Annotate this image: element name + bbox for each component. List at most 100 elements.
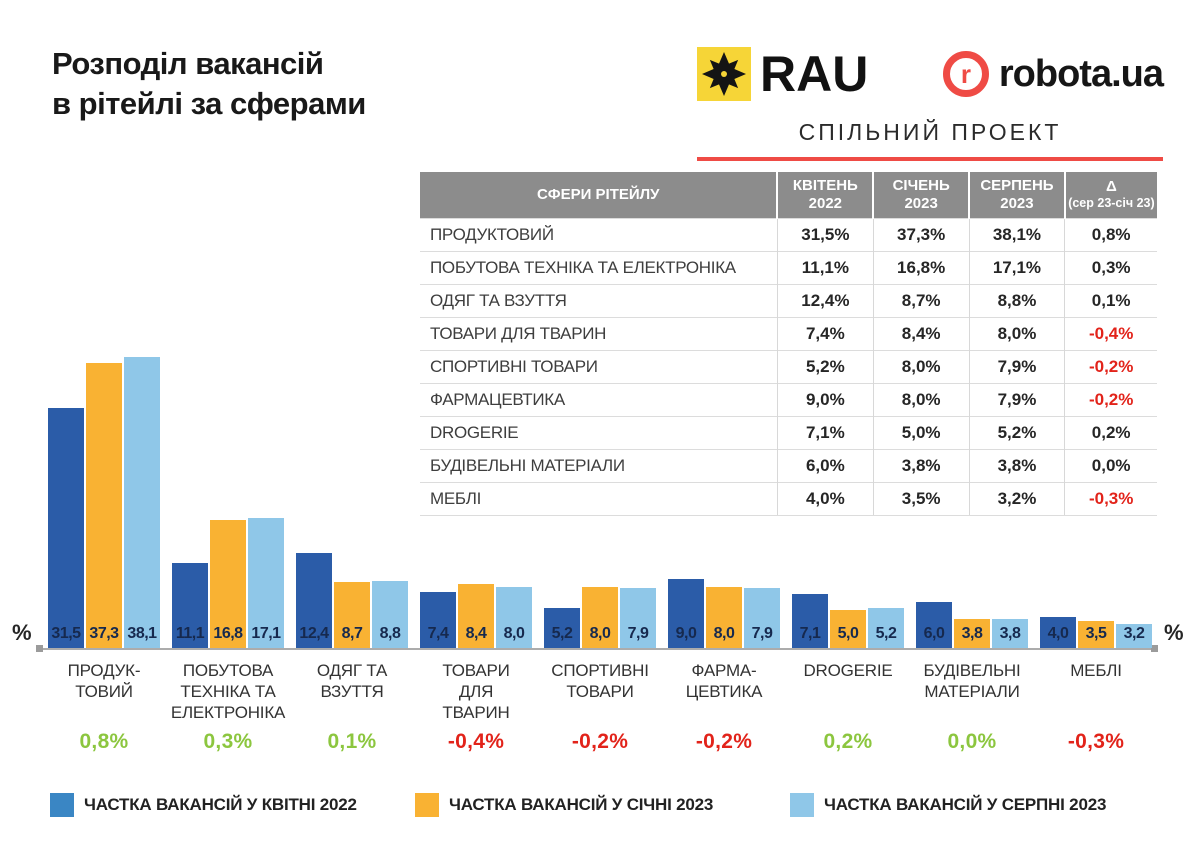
red-divider (697, 157, 1163, 161)
bar-value-label: 5,0 (837, 625, 859, 642)
value-cell: 17,1% (968, 250, 1065, 284)
bar-january-2023 (86, 363, 122, 648)
bar-april-2022 (296, 553, 332, 648)
category-delta-label: 0,8% (79, 730, 129, 753)
value-cell: 31,5% (776, 217, 874, 251)
value-cell: 3,5% (872, 481, 970, 516)
sector-name-cell: ПОБУТОВА ТЕХНІКА ТА ЕЛЕКТРОНІКА (420, 250, 778, 284)
value-cell: 9,0% (776, 382, 874, 416)
bar-april-2022 (1040, 617, 1076, 648)
table-row: СПОРТИВНІ ТОВАРИ 5,2% 8,0% 7,9% -0,2% (420, 349, 1157, 383)
sector-name-cell: БУДІВЕЛЬНІ МАТЕРІАЛИ (420, 448, 778, 482)
axis-end-cap (36, 645, 43, 652)
sector-name-cell: МЕБЛІ (420, 481, 778, 516)
bar-january-2023 (210, 520, 246, 648)
table-header-cell: СФЕРИ РІТЕЙЛУ (420, 172, 778, 218)
bar-value-label: 37,3 (89, 625, 119, 642)
bar-value-label: 7,4 (427, 625, 449, 642)
bar-january-2023 (830, 610, 866, 648)
table-row: ФАРМАЦЕВТИКА 9,0% 8,0% 7,9% -0,2% (420, 382, 1157, 416)
joint-project-label: СПІЛЬНИЙ ПРОЕКТ (798, 119, 1062, 145)
bar-august-2023 (744, 588, 780, 648)
bar-august-2023 (992, 619, 1028, 648)
delta-cell: -0,2% (1064, 382, 1157, 416)
robota-r-icon: r (942, 51, 989, 97)
delta-cell: -0,3% (1064, 481, 1157, 516)
bar-value-label: 7,9 (751, 625, 773, 642)
axis-end-cap (1151, 645, 1158, 652)
page-title: Розподіл вакансій в рітейлі за сферами (52, 44, 366, 124)
value-cell: 37,3% (872, 217, 970, 251)
bar-value-label: 17,1 (251, 625, 281, 642)
table-header-cell: СЕРПЕНЬ 2023 (968, 172, 1065, 218)
category-label: ОДЯГ ТА ВЗУТТЯ (316, 661, 388, 701)
table-row: ТОВАРИ ДЛЯ ТВАРИН 7,4% 8,4% 8,0% -0,4% (420, 316, 1157, 350)
bar-august-2023 (496, 587, 532, 648)
sector-name-cell: СПОРТИВНІ ТОВАРИ (420, 349, 778, 383)
axis-percent-label-right: % (1164, 620, 1184, 645)
legend-item: ЧАСТКА ВАКАНСІЙ У КВІТНІ 2022 (50, 793, 357, 817)
bar-april-2022 (916, 602, 952, 648)
bar-january-2023 (582, 587, 618, 648)
rau-wordmark: RAU (760, 46, 869, 102)
branding-block: RAU r robota.ua СПІЛЬНИЙ ПРОЕКТ (697, 44, 1164, 161)
category-delta-label: -0,4% (447, 730, 505, 753)
category-delta-label: -0,3% (1067, 730, 1125, 753)
value-cell: 3,8% (968, 448, 1065, 482)
robota-r-letter: r (960, 59, 971, 89)
delta-cell: 0,3% (1064, 250, 1157, 284)
value-cell: 8,7% (872, 283, 970, 317)
bar-value-label: 7,9 (627, 625, 649, 642)
category-delta-label: 0,1% (327, 730, 377, 753)
x-axis-line (40, 648, 1158, 650)
bar-january-2023 (954, 619, 990, 648)
bar-value-label: 8,8 (379, 625, 401, 642)
table-row: БУДІВЕЛЬНІ МАТЕРІАЛИ 6,0% 3,8% 3,8% 0,0% (420, 448, 1157, 482)
value-cell: 7,4% (776, 316, 874, 350)
category-delta-label: -0,2% (571, 730, 629, 753)
delta-cell: 0,1% (1064, 283, 1157, 317)
bar-value-label: 4,0 (1047, 625, 1069, 642)
table-row: ПОБУТОВА ТЕХНІКА ТА ЕЛЕКТРОНІКА 11,1% 16,8… (420, 250, 1157, 284)
category-label: МЕБЛІ (1070, 661, 1122, 680)
legend-swatch-icon (50, 793, 74, 817)
bar-august-2023 (372, 581, 408, 648)
category-delta-label: 0,3% (203, 730, 253, 753)
legend-label: ЧАСТКА ВАКАНСІЙ У СЕРПНІ 2023 (824, 795, 1107, 814)
bar-value-label: 5,2 (551, 625, 573, 642)
bar-january-2023 (1078, 621, 1114, 648)
table-header-cell: СІЧЕНЬ 2023 (872, 172, 970, 218)
bar-value-label: 6,0 (923, 625, 945, 642)
legend-label: ЧАСТКА ВАКАНСІЙ У СІЧНІ 2023 (449, 795, 714, 814)
table-row: ПРОДУКТОВИЙ 31,5% 37,3% 38,1% 0,8% (420, 217, 1157, 251)
table-header-cell: КВІТЕНЬ 2022 (776, 172, 874, 218)
legend-swatch-icon (415, 793, 439, 817)
bar-january-2023 (706, 587, 742, 648)
bar-value-label: 8,7 (341, 625, 363, 642)
bar-january-2023 (334, 582, 370, 648)
value-cell: 8,0% (872, 349, 970, 383)
sector-name-cell: ФАРМАЦЕВТИКА (420, 382, 778, 416)
value-cell: 16,8% (872, 250, 970, 284)
bar-april-2022 (792, 594, 828, 648)
bar-august-2023 (620, 588, 656, 648)
retail-sectors-table: СФЕРИ РІТЕЙЛУ КВІТЕНЬ 2022 СІЧЕНЬ 2023 СЕРПЕН… (420, 172, 1157, 516)
value-cell: 5,0% (872, 415, 970, 449)
value-cell: 6,0% (776, 448, 874, 482)
bar-value-label: 8,0 (503, 625, 525, 642)
category-delta-label: -0,2% (695, 730, 753, 753)
rau-star-icon (697, 47, 751, 101)
bar-value-label: 3,8 (961, 625, 983, 642)
value-cell: 7,9% (968, 382, 1065, 416)
value-cell: 12,4% (776, 283, 874, 317)
category-label: СПОРТИВНІ ТОВАРИ (551, 661, 649, 701)
category-label: ТОВАРИ ДЛЯ ТВАРИН (442, 661, 510, 722)
value-cell: 8,8% (968, 283, 1065, 317)
table-row: МЕБЛІ 4,0% 3,5% 3,2% -0,3% (420, 481, 1157, 516)
table-row: ОДЯГ ТА ВЗУТТЯ 12,4% 8,7% 8,8% 0,1% (420, 283, 1157, 317)
value-cell: 5,2% (776, 349, 874, 383)
bar-value-label: 7,1 (799, 625, 821, 642)
value-cell: 3,8% (872, 448, 970, 482)
bar-august-2023 (248, 518, 284, 648)
value-cell: 5,2% (968, 415, 1065, 449)
